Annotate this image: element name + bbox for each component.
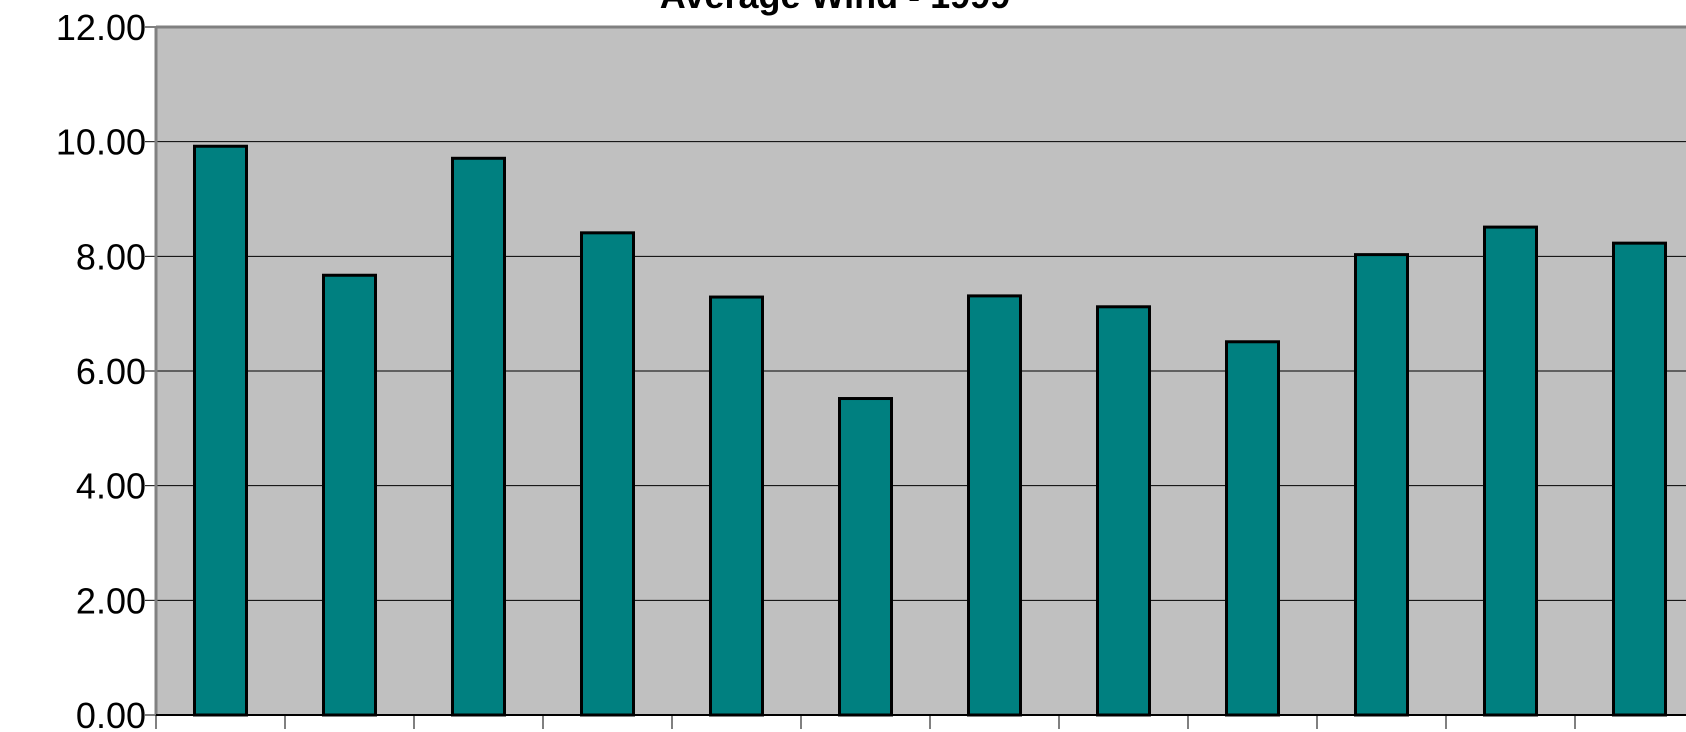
bar <box>451 156 506 717</box>
bar <box>322 273 377 717</box>
bars <box>193 144 1667 717</box>
bar <box>1225 340 1280 717</box>
y-tick-label: 4.00 <box>76 466 146 507</box>
bar <box>967 294 1022 717</box>
bar <box>1096 305 1151 717</box>
bar <box>193 144 248 717</box>
bar <box>709 295 764 717</box>
y-axis-tick-labels: 0.00 2.00 4.00 6.00 8.00 10.00 12.00 <box>56 7 146 732</box>
y-tick-label: 8.00 <box>76 236 146 277</box>
bar <box>580 231 635 717</box>
bar <box>1354 253 1409 717</box>
y-tick-label: 12.00 <box>56 7 146 48</box>
y-tick-label: 2.00 <box>76 580 146 621</box>
bar <box>838 397 893 717</box>
axes <box>154 25 1686 729</box>
chart-title: Average Wind - 1999 <box>660 0 1010 16</box>
y-tick-label: 6.00 <box>76 351 146 392</box>
y-tick-label: 10.00 <box>56 122 146 163</box>
gridlines <box>145 26 1686 716</box>
bar <box>1612 241 1667 717</box>
bar <box>1483 225 1538 717</box>
y-tick-label: 0.00 <box>76 695 146 732</box>
